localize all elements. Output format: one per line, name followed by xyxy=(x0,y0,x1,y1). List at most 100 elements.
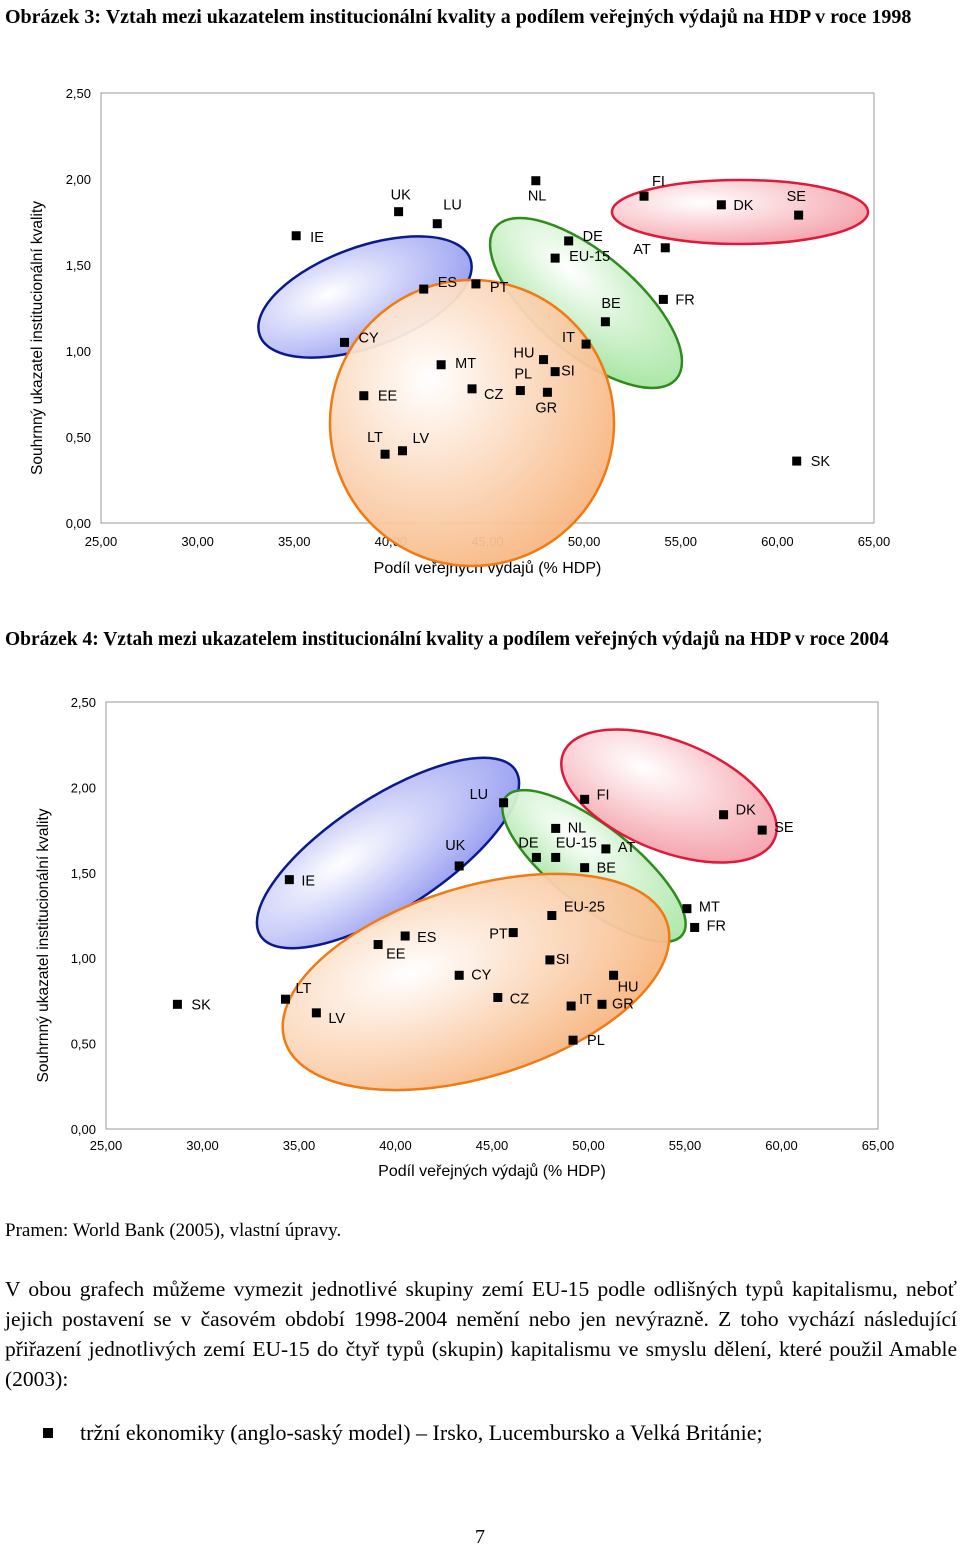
data-label-be: BE xyxy=(597,861,617,877)
data-point-ee xyxy=(373,940,383,950)
data-label-mt: MT xyxy=(699,900,720,916)
data-point-fi xyxy=(639,191,649,201)
data-point-lu xyxy=(432,219,442,229)
data-label-cy: CY xyxy=(471,967,491,983)
cluster-nordic-ellipse xyxy=(560,728,778,864)
data-label-cy: CY xyxy=(358,330,378,346)
x-tick-label: 25,00 xyxy=(90,1138,123,1153)
data-point-cy xyxy=(339,337,349,347)
data-label-dk: DK xyxy=(736,803,756,819)
data-label-gr: GR xyxy=(535,400,557,416)
data-point-hu xyxy=(539,355,549,365)
data-label-ie: IE xyxy=(310,230,324,246)
data-label-dk: DK xyxy=(733,198,753,214)
y-tick-label: 0,00 xyxy=(66,516,91,531)
data-label-pl: PL xyxy=(587,1033,605,1049)
data-label-cz: CZ xyxy=(484,387,503,403)
data-label-pl: PL xyxy=(514,367,532,383)
data-label-at: AT xyxy=(618,840,636,856)
data-label-nl: NL xyxy=(568,820,587,836)
data-label-ee: EE xyxy=(378,389,398,405)
data-label-sk: SK xyxy=(811,454,831,470)
plot-area xyxy=(105,701,879,1130)
y-tick-label: 0,00 xyxy=(71,1122,96,1137)
x-tick-label: 55,00 xyxy=(664,534,697,549)
x-tick-label: 50,00 xyxy=(568,534,601,549)
data-label-lt: LT xyxy=(367,430,383,446)
data-label-nl: NL xyxy=(528,189,547,205)
page-number: 7 xyxy=(475,1526,485,1548)
y-axis-title: Souhrnný ukazatel institucionální kvalit… xyxy=(35,808,52,1082)
x-tick-label: 50,00 xyxy=(572,1138,605,1153)
data-point-cy xyxy=(454,970,464,980)
data-point-nl xyxy=(551,823,561,833)
bullet-item-text: tržní ekonomiky (anglo-saský model) – Ir… xyxy=(80,1420,763,1445)
data-label-lu: LU xyxy=(443,198,462,214)
figure-caption-1998: Obrázek 3: Vztah mezi ukazatelem institu… xyxy=(5,6,912,28)
data-label-pt: PT xyxy=(490,280,509,296)
data-label-si: SI xyxy=(556,952,570,968)
data-label-eu-15: EU-15 xyxy=(569,249,610,265)
data-label-fr: FR xyxy=(707,918,726,934)
data-point-pt xyxy=(508,928,518,938)
data-label-it: IT xyxy=(579,992,592,1008)
data-point-gr xyxy=(542,387,552,397)
data-point-pt xyxy=(471,279,481,289)
x-tick-label: 65,00 xyxy=(862,1138,895,1153)
data-point-gr xyxy=(597,999,607,1009)
data-point-be xyxy=(600,317,610,327)
data-label-fi: FI xyxy=(597,787,610,803)
x-tick-label: 60,00 xyxy=(761,534,794,549)
data-point-at xyxy=(601,844,611,854)
data-point-sk xyxy=(172,999,182,1009)
y-tick-label: 2,00 xyxy=(66,172,91,187)
data-label-de: DE xyxy=(518,835,538,851)
data-point-hu xyxy=(609,970,619,980)
data-point-eu-25 xyxy=(547,911,557,920)
y-tick-label: 1,00 xyxy=(66,344,91,359)
data-point-fr xyxy=(690,922,700,932)
cluster-liberal-ellipse xyxy=(255,756,521,950)
data-point-lu xyxy=(499,798,509,808)
figure-caption-2004: Obrázek 4: Vztah mezi ukazatelem institu… xyxy=(5,629,889,650)
square-bullet-icon xyxy=(43,1428,53,1438)
data-point-fr xyxy=(658,294,668,304)
data-point-nl xyxy=(531,176,541,186)
data-label-uk: UK xyxy=(391,188,411,204)
y-tick-label: 2,00 xyxy=(71,780,96,795)
data-point-fi xyxy=(580,794,590,804)
data-label-cz: CZ xyxy=(510,991,529,1007)
x-tick-label: 40,00 xyxy=(379,1138,412,1153)
data-point-pl xyxy=(568,1035,578,1045)
data-label-ie: IE xyxy=(301,874,315,890)
x-tick-label: 35,00 xyxy=(283,1138,316,1153)
x-tick-label: 25,00 xyxy=(85,534,118,549)
data-label-uk: UK xyxy=(445,838,465,854)
data-point-eu-15 xyxy=(550,253,560,263)
data-point-lt xyxy=(380,449,390,459)
data-point-lv xyxy=(397,446,407,456)
data-label-mt: MT xyxy=(455,356,476,372)
data-label-lu: LU xyxy=(470,787,489,803)
data-point-uk xyxy=(454,861,464,871)
data-point-it xyxy=(566,1001,576,1011)
y-axis-title: Souhrnný ukazatel institucionální kvalit… xyxy=(29,201,46,475)
data-label-at: AT xyxy=(633,242,651,258)
data-label-sk: SK xyxy=(191,997,211,1013)
data-point-dk xyxy=(716,200,726,210)
x-tick-label: 35,00 xyxy=(278,534,311,549)
y-tick-label: 2,50 xyxy=(71,695,96,710)
data-label-lv: LV xyxy=(328,1011,345,1027)
y-tick-label: 1,00 xyxy=(71,951,96,966)
x-tick-label: 65,00 xyxy=(858,534,891,549)
body-paragraph: V obou grafech můžeme vymezit jednotlivé… xyxy=(5,1277,957,1391)
data-point-cz xyxy=(467,384,477,394)
data-point-sk xyxy=(792,456,802,466)
x-tick-label: 45,00 xyxy=(476,1138,509,1153)
data-point-es xyxy=(400,931,410,941)
x-axis-title: Podíl veřejných výdajů (% HDP) xyxy=(378,1162,606,1180)
data-label-be: BE xyxy=(601,296,621,312)
scatter-chart-1998: 0,000,501,001,502,002,5025,0030,0035,004… xyxy=(29,86,891,577)
data-point-pl xyxy=(515,386,525,396)
y-tick-label: 0,50 xyxy=(71,1037,96,1052)
